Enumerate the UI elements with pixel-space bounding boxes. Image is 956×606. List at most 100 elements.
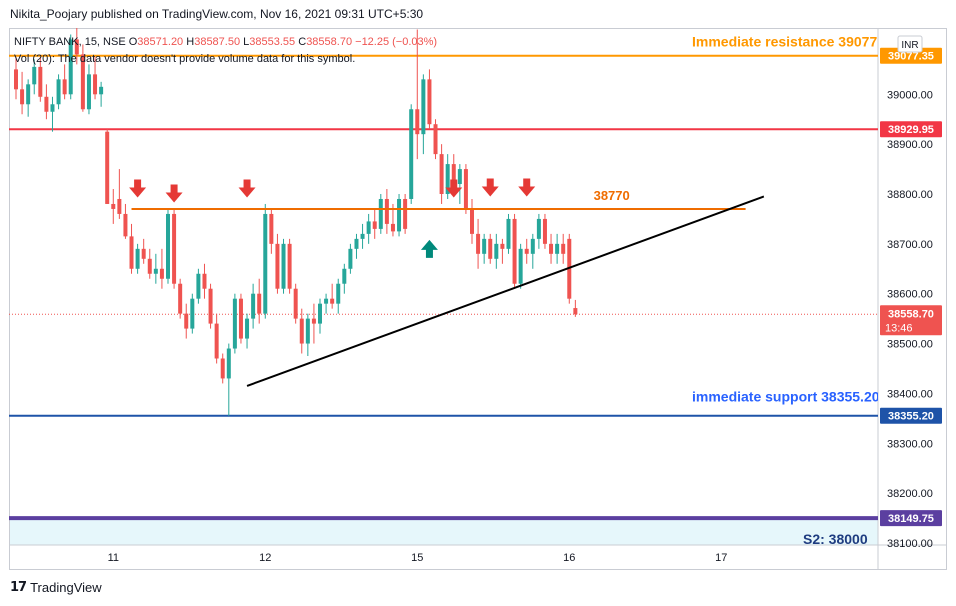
candle-body — [561, 243, 566, 254]
tradingview-logo-icon[interactable]: 17 — [10, 580, 27, 595]
candle-body — [86, 74, 91, 110]
x-tick-label: 15 — [411, 552, 423, 564]
candle-body — [257, 293, 262, 314]
candle-body — [524, 248, 529, 254]
candle-body — [123, 213, 128, 237]
s2-price-text: 38149.75 — [888, 513, 934, 525]
ohlc-row: NIFTY BANK, 15, NSE O38571.20 H38587.50 … — [14, 34, 437, 51]
candle-body — [372, 221, 377, 229]
candle-body — [172, 213, 177, 284]
candle-body — [68, 39, 73, 95]
author-name[interactable]: Nikita_Poojary — [10, 7, 88, 21]
candle-body — [275, 243, 280, 289]
x-tick-label: 11 — [108, 552, 119, 564]
publish-header: Nikita_Poojary published on TradingView.… — [10, 7, 423, 21]
candle-body — [360, 233, 365, 239]
candle-body — [506, 218, 511, 249]
candle-body — [238, 298, 243, 339]
candle-body — [330, 298, 335, 304]
candle-body — [93, 74, 98, 95]
high-label: H — [186, 36, 195, 48]
candle-body — [226, 348, 231, 379]
y-tick-label: 38700.00 — [887, 239, 933, 251]
down-arrow-icon — [481, 178, 499, 197]
candle-body — [445, 164, 450, 195]
candle-body — [494, 243, 499, 259]
y-tick-label: 38300.00 — [887, 438, 933, 450]
immediate-support-text: immediate support 38355.20 — [692, 389, 880, 405]
candle-body — [251, 293, 256, 319]
candle-body — [20, 89, 25, 105]
currency-text: INR — [901, 40, 918, 51]
close-value: 38558.70 — [306, 36, 353, 48]
candle-body — [409, 109, 414, 199]
candle-body — [530, 238, 535, 254]
low-label: L — [243, 36, 250, 48]
candle-body — [427, 79, 432, 125]
candle-body — [159, 268, 164, 279]
candle-body — [415, 109, 420, 135]
resistance-red-price-text: 38929.95 — [888, 124, 934, 136]
y-tick-label: 38900.00 — [887, 139, 933, 151]
up-arrow-icon — [420, 239, 438, 258]
candle-body — [403, 198, 408, 229]
brand-name[interactable]: TradingView — [30, 580, 102, 595]
candle-body — [457, 169, 462, 185]
y-tick-label: 38200.00 — [887, 488, 933, 500]
chart-frame — [9, 28, 947, 570]
candle-body — [26, 84, 31, 105]
symbol-name[interactable]: NIFTY BANK, 15, NSE — [14, 36, 126, 48]
candle-body — [311, 318, 316, 324]
candle-body — [129, 236, 134, 269]
candle-body — [50, 104, 55, 112]
candle-body — [232, 298, 237, 349]
s2-zone — [10, 518, 878, 545]
candle-body — [166, 213, 170, 279]
candle-body — [208, 288, 213, 324]
candle-body — [56, 79, 61, 105]
open-label: O — [128, 36, 138, 48]
candle-body — [324, 298, 329, 304]
candles-group — [14, 28, 578, 416]
ascending-trendline[interactable] — [246, 195, 765, 387]
candle-body — [390, 223, 395, 232]
y-tick-label: 38100.00 — [887, 538, 933, 550]
candle-body — [281, 243, 286, 289]
change-value: −12.25 (−0.03%) — [355, 36, 438, 48]
candle-body — [342, 268, 347, 284]
candle-body — [336, 283, 341, 304]
x-tick-label: 12 — [259, 552, 271, 564]
s2-price-tag — [880, 510, 942, 527]
candle-body — [80, 54, 85, 110]
candle-body — [220, 358, 225, 379]
candle-body — [433, 124, 438, 155]
candle-body — [178, 283, 183, 314]
candle-body — [366, 221, 371, 234]
candle-body — [14, 69, 18, 90]
down-arrow-icon — [129, 179, 147, 198]
candle-body — [518, 248, 523, 284]
immediate-resistance-price-text: 39077.35 — [888, 51, 934, 63]
candle-body — [421, 79, 426, 135]
candle-body — [354, 238, 359, 249]
candle-body — [555, 243, 560, 254]
candle-body — [439, 154, 444, 195]
y-tick-label: 38800.00 — [887, 189, 933, 201]
candle-body — [488, 238, 493, 259]
candle-body — [384, 198, 389, 224]
candle-body — [263, 213, 268, 314]
candle-body — [287, 243, 292, 289]
candle-body — [397, 198, 402, 232]
candle-body — [245, 318, 250, 339]
y-tick-label: 39000.00 — [887, 89, 933, 101]
candle-body — [318, 303, 322, 324]
candle-body — [135, 248, 140, 269]
candle-body — [500, 243, 505, 249]
candle-body — [147, 258, 152, 274]
last-price-value: 38558.70 — [888, 308, 934, 320]
x-tick-label: 16 — [563, 552, 575, 564]
candle-body — [111, 203, 116, 209]
bar-countdown: 13:46 — [885, 322, 913, 334]
candle-body — [184, 313, 189, 329]
